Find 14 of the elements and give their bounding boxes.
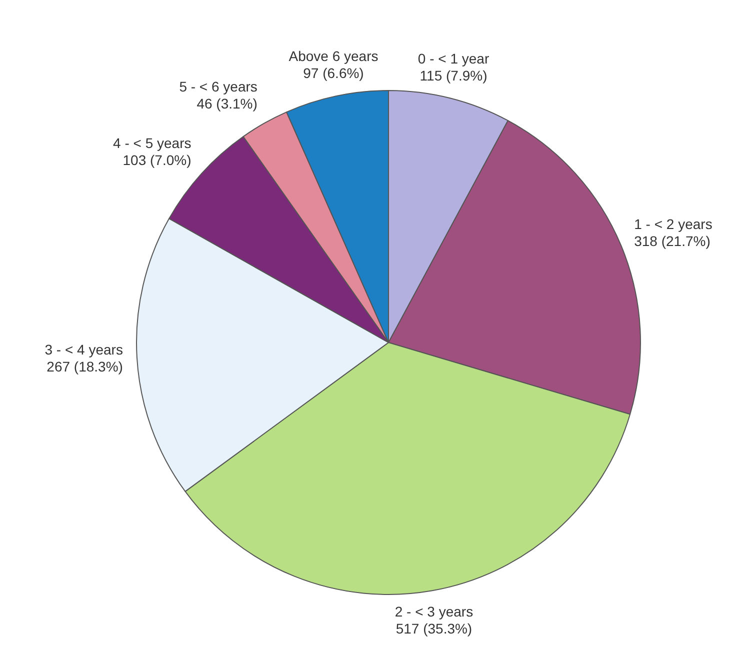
data-label: 517 (35.3%) [396, 620, 472, 637]
slice-label: 4 - < 5 years [113, 134, 192, 151]
data-label: 267 (18.3%) [46, 358, 123, 375]
slice-label: 5 - < 6 years [179, 78, 258, 95]
data-label: 97 (6.6%) [303, 64, 364, 81]
slice-label: 1 - < 2 years [634, 216, 712, 232]
slice-label: Above 6 years [288, 48, 378, 64]
slice-label: 2 - < 3 years [394, 604, 474, 620]
slice-label: 3 - < 4 years [44, 342, 123, 358]
data-label: 318 (21.7%) [634, 233, 710, 250]
slice-label: 0 - < 1 year [418, 50, 490, 66]
data-label: 103 (7.0%) [122, 152, 192, 168]
data-label: 46 (3.1%) [196, 96, 258, 112]
data-label: 115 (7.9%) [420, 67, 488, 84]
